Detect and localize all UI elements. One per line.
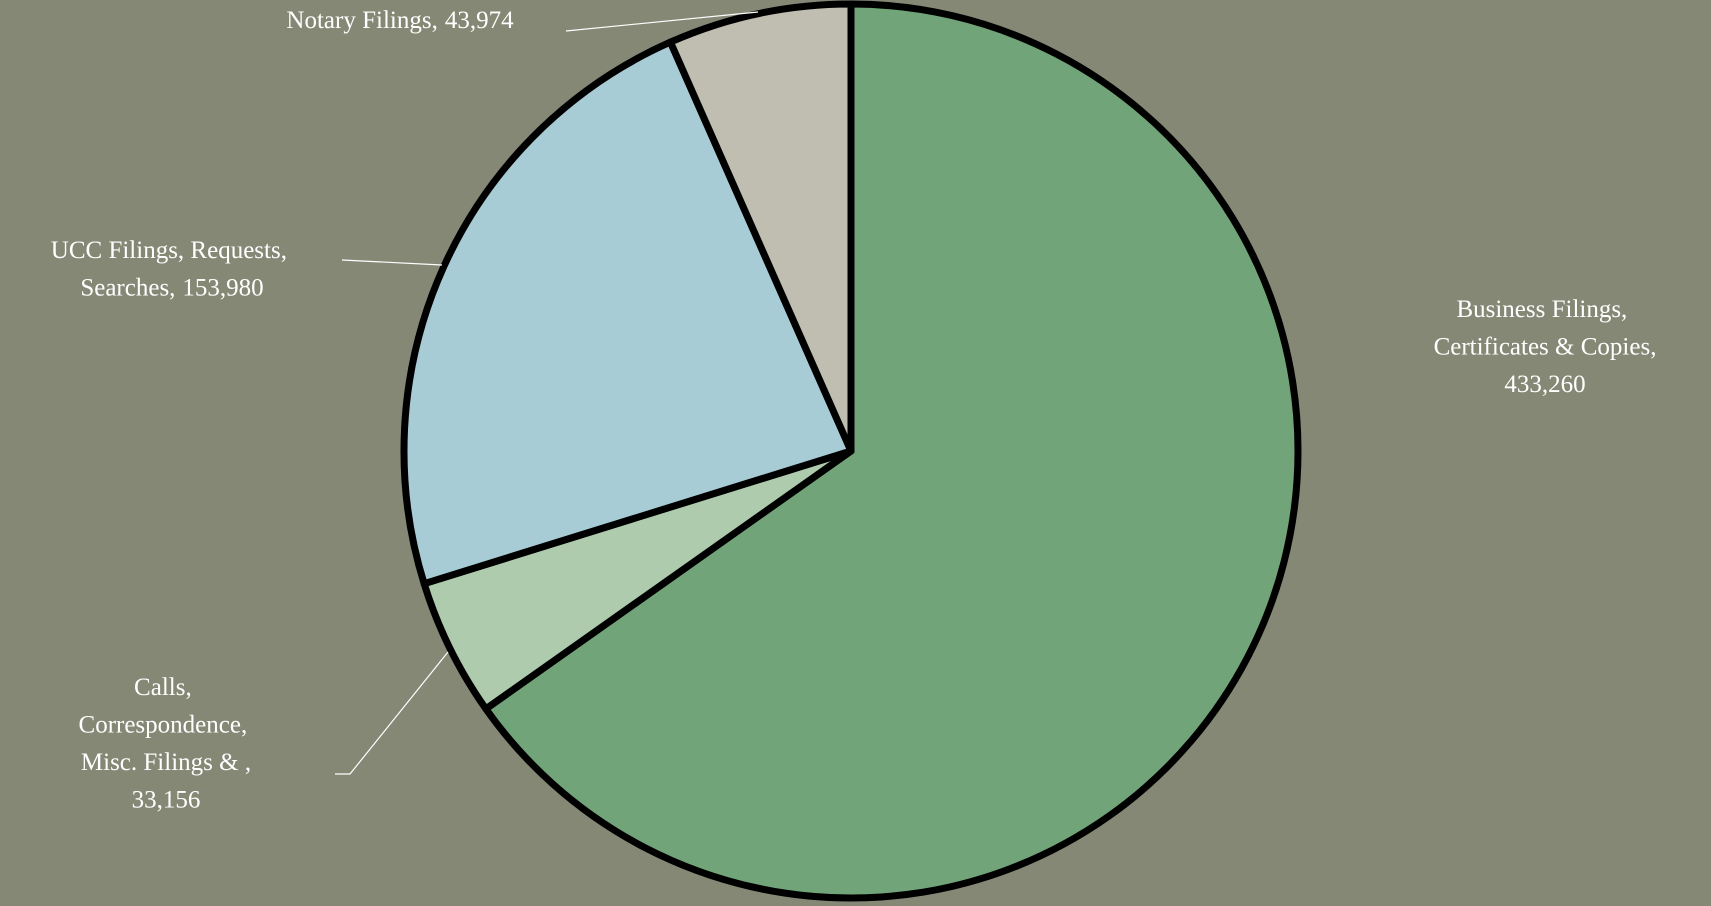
data-label: UCC Filings, Requests, Searches, 153,980: [51, 237, 293, 302]
labels: Business Filings, Certificates & Copies,…: [51, 7, 1657, 814]
label-line: Misc. Filings &: [81, 749, 245, 776]
pie-slice: [482, 0, 1302, 902]
label-separator: ,: [245, 749, 251, 776]
label-line: Certificates & Copies: [1434, 333, 1651, 360]
category-label: Calls, Correspondence, Misc. Filings &: [79, 674, 254, 776]
data-label: Business Filings, Certificates & Copies,…: [1434, 296, 1657, 398]
category-label: Notary Filings: [286, 7, 431, 34]
value-label: 33,156: [132, 786, 201, 813]
label-line: Business Filings,: [1456, 296, 1633, 323]
label-separator: ,: [169, 274, 175, 301]
label-line: Correspondence,: [79, 711, 254, 738]
category-label: Business Filings, Certificates & Copies: [1434, 296, 1651, 361]
leader-line: [341, 259, 443, 266]
label-line: UCC Filings, Requests,: [51, 237, 293, 264]
label-line: Calls,: [134, 674, 198, 701]
leader-line: [335, 651, 449, 775]
label-line: Searches: [80, 274, 169, 301]
leader-line: [565, 11, 759, 32]
value-label: 43,974: [445, 7, 514, 34]
label-separator: ,: [1650, 333, 1656, 360]
value-label: 153,980: [182, 274, 263, 301]
label-line: Notary Filings: [286, 7, 431, 34]
data-label: Notary Filings, 43,974: [286, 7, 514, 34]
pie-slice: [400, 38, 855, 588]
pie: [400, 0, 1302, 902]
label-separator: ,: [432, 7, 438, 34]
value-label: 433,260: [1504, 371, 1585, 398]
category-label: UCC Filings, Requests, Searches: [51, 237, 293, 302]
pie-slice: [666, 0, 855, 455]
data-label: Calls, Correspondence, Misc. Filings & ,…: [79, 674, 254, 814]
